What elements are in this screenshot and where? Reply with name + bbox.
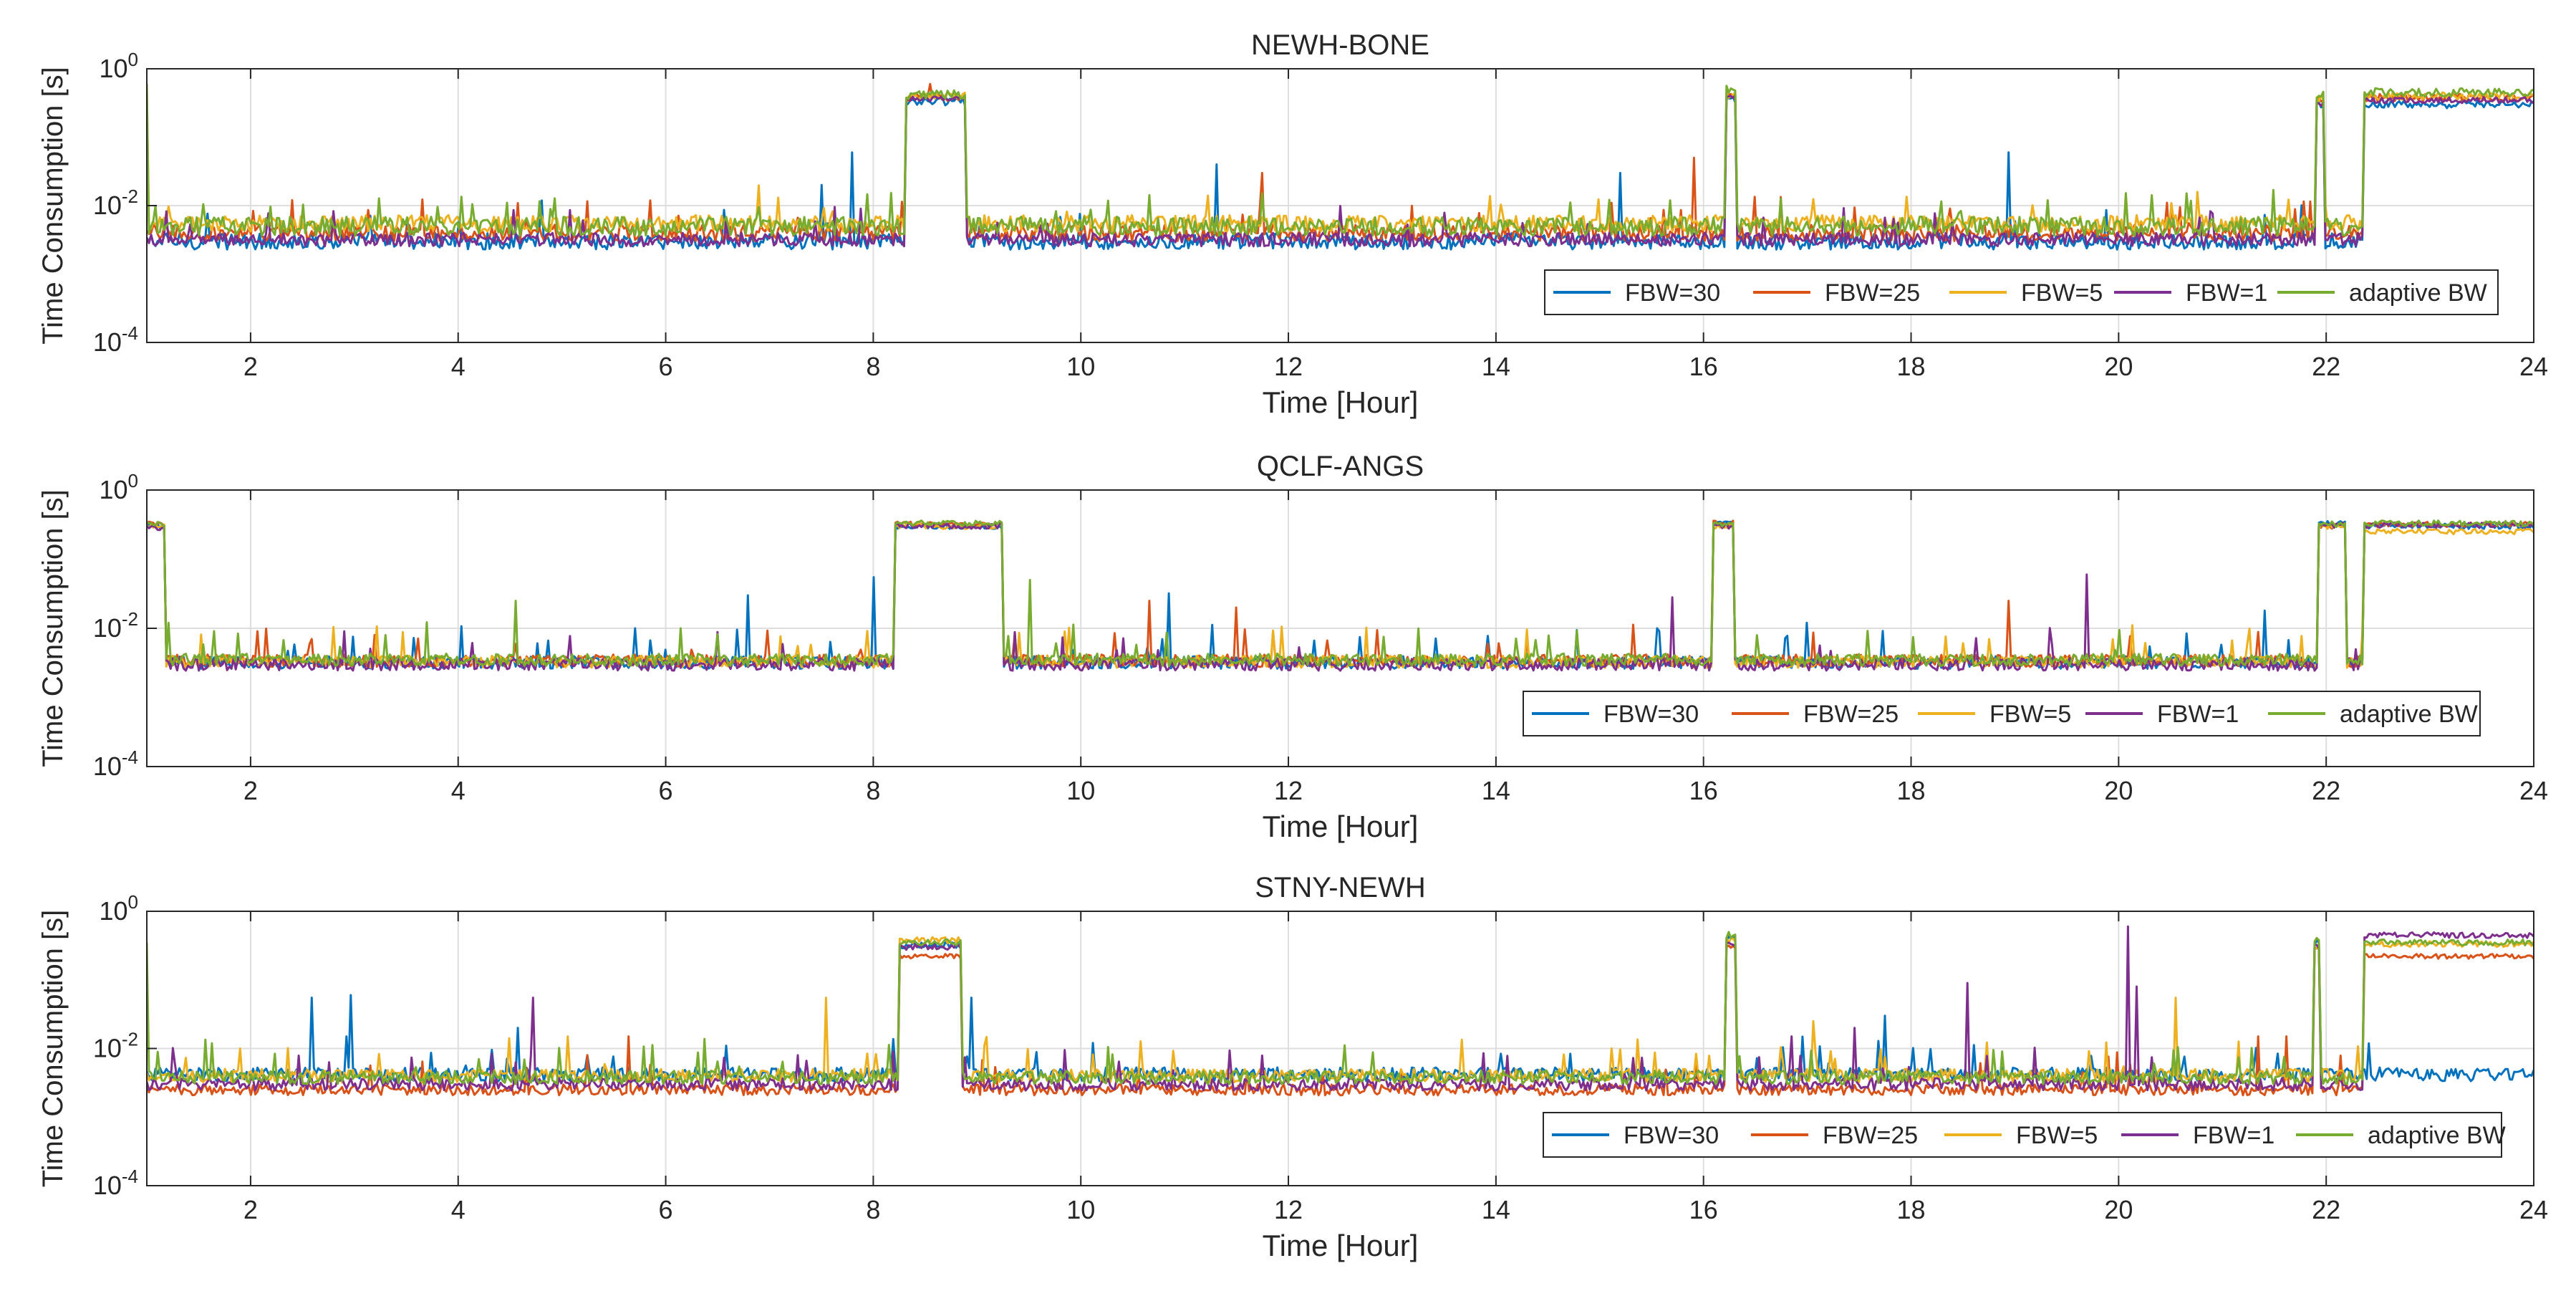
x-tick-label: 4 [451, 776, 465, 805]
legend-label-adaptive-bw: adaptive BW [2349, 279, 2487, 307]
x-tick-label: 24 [2519, 352, 2548, 381]
x-tick-label: 20 [2104, 352, 2133, 381]
x-axis-label: Time [Hour] [1263, 1229, 1419, 1262]
series-line-fbw-25 [147, 944, 2534, 1097]
x-tick-label: 20 [2104, 1195, 2133, 1224]
x-tick-label: 4 [451, 1195, 465, 1224]
y-tick-label: 10-2 [93, 186, 138, 220]
x-tick-label: 20 [2104, 776, 2133, 805]
x-axis-label: Time [Hour] [1263, 385, 1419, 419]
x-axis-label: Time [Hour] [1263, 810, 1419, 843]
x-tick-label: 12 [1274, 1195, 1303, 1224]
legend-label-fbw-5: FBW=5 [1989, 701, 2071, 728]
series-line-fbw-30 [147, 935, 2534, 1083]
legend-label-fbw-5: FBW=5 [2016, 1122, 2098, 1149]
legend: FBW=30 FBW=25 FBW=5 FBW=1 adaptive BW [1544, 269, 2499, 315]
series-group [147, 519, 2534, 672]
legend-label-fbw-1: FBW=1 [2186, 279, 2267, 307]
chart-title: NEWH-BONE [1251, 29, 1429, 61]
x-tick-label: 22 [2312, 352, 2340, 381]
y-tick-label: 10-4 [93, 1166, 138, 1200]
x-tick-label: 14 [1482, 1195, 1510, 1224]
series-line-fbw-1 [147, 925, 2534, 1092]
x-tick-label: 8 [866, 352, 880, 381]
series-group [147, 82, 2534, 251]
x-tick-label: 22 [2312, 776, 2340, 805]
x-tick-label: 2 [243, 1195, 258, 1224]
legend-label-fbw-25: FBW=25 [1803, 701, 1899, 728]
x-tick-label: 10 [1066, 1195, 1095, 1224]
y-tick-label: 10-2 [93, 1029, 138, 1063]
y-tick-label: 10-2 [93, 608, 138, 643]
legend-label-fbw-25: FBW=25 [1825, 279, 1920, 307]
legend: FBW=30 FBW=25 FBW=5 FBW=1 adaptive BW [1543, 1112, 2506, 1158]
y-tick-label: 100 [99, 891, 138, 926]
x-tick-label: 4 [451, 352, 465, 381]
y-tick-label: 10-4 [93, 322, 138, 357]
x-tick-label: 6 [659, 776, 673, 805]
legend: FBW=30 FBW=25 FBW=5 FBW=1 adaptive BW [1523, 691, 2481, 736]
y-tick-label: 100 [99, 470, 138, 504]
x-tick-label: 24 [2519, 1195, 2548, 1224]
x-tick-label: 8 [866, 776, 880, 805]
series-group [147, 925, 2534, 1097]
legend-box [1544, 269, 2499, 315]
legend-label-fbw-1: FBW=1 [2193, 1122, 2274, 1149]
y-tick-label: 100 [99, 49, 138, 83]
x-tick-label: 12 [1274, 352, 1303, 381]
legend-label-fbw-30: FBW=30 [1624, 1122, 1719, 1149]
x-tick-label: 10 [1066, 776, 1095, 805]
x-tick-label: 16 [1689, 1195, 1718, 1224]
x-tick-label: 22 [2312, 1195, 2340, 1224]
legend-label-fbw-25: FBW=25 [1823, 1122, 1918, 1149]
legend-label-fbw-1: FBW=1 [2157, 701, 2239, 728]
y-axis-label: Time Consumption [s] [37, 910, 69, 1188]
series-line-fbw-1 [147, 94, 2534, 248]
x-tick-label: 18 [1896, 352, 1925, 381]
legend-label-adaptive-bw: adaptive BW [2340, 701, 2478, 728]
x-tick-label: 12 [1274, 776, 1303, 805]
y-axis-label: Time Consumption [s] [37, 489, 69, 767]
x-tick-label: 18 [1896, 776, 1925, 805]
x-tick-label: 2 [243, 352, 258, 381]
series-line-adaptive-bw [147, 519, 2534, 668]
legend-label-fbw-5: FBW=5 [2021, 279, 2103, 307]
legend-label-fbw-30: FBW=30 [1603, 701, 1699, 728]
y-tick-label: 10-4 [93, 747, 138, 781]
x-tick-label: 16 [1689, 776, 1718, 805]
x-tick-label: 8 [866, 1195, 880, 1224]
y-axis-label: Time Consumption [s] [37, 67, 69, 345]
x-tick-label: 6 [659, 1195, 673, 1224]
series-line-adaptive-bw [147, 84, 2534, 237]
x-tick-label: 14 [1482, 352, 1510, 381]
x-tick-label: 16 [1689, 352, 1718, 381]
chart-title: STNY-NEWH [1255, 872, 1426, 903]
x-tick-label: 10 [1066, 352, 1095, 381]
series-line-fbw-5 [147, 936, 2534, 1084]
series-line-adaptive-bw [147, 931, 2534, 1085]
x-tick-label: 2 [243, 776, 258, 805]
x-tick-label: 24 [2519, 776, 2548, 805]
legend-label-fbw-30: FBW=30 [1625, 279, 1720, 307]
x-tick-label: 6 [659, 352, 673, 381]
x-tick-label: 14 [1482, 776, 1510, 805]
chart-title: QCLF-ANGS [1257, 451, 1424, 482]
x-tick-label: 18 [1896, 1195, 1925, 1224]
legend-label-adaptive-bw: adaptive BW [2368, 1122, 2506, 1149]
